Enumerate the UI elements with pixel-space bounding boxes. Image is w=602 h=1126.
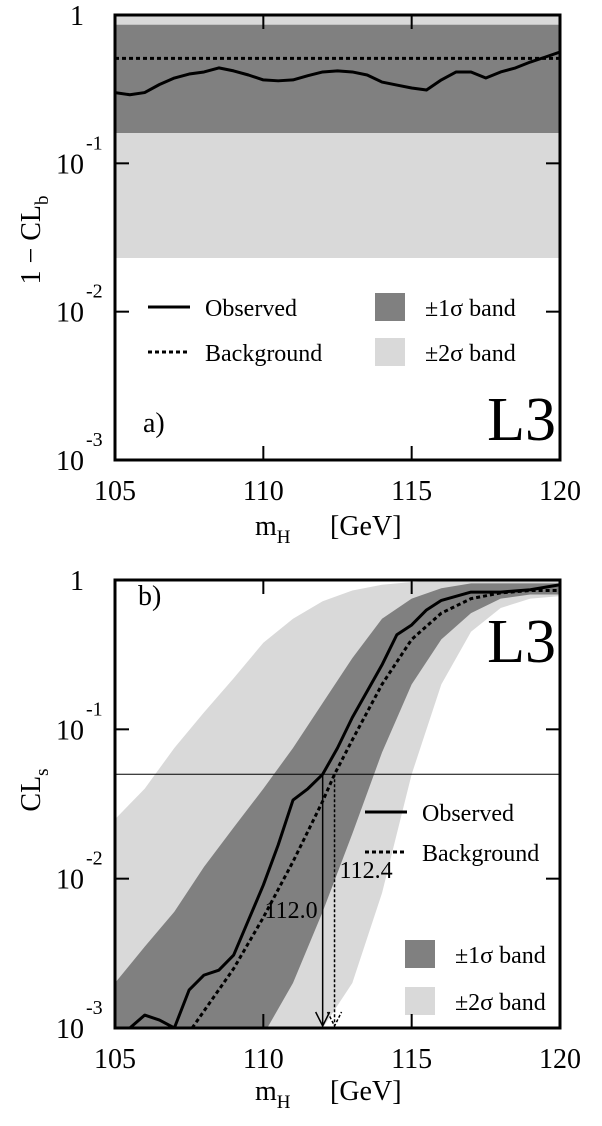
y-title-sub: s [32,768,53,775]
y-tick-label: 1 [70,1,84,32]
band [115,583,560,1028]
x-tick-label: 110 [243,1044,284,1075]
legend-label: ±2σ band [455,990,546,1016]
y-tick-exponent: -2 [86,281,103,303]
y-tick-label: 10 [56,1014,84,1045]
y-tick-label: 10 [56,715,84,746]
arrow-head [314,1011,331,1028]
plot-area [115,15,560,259]
x-tick-label: 115 [391,476,432,507]
x-axis-title: mH [GeV] [255,1076,402,1113]
x-title-symbol: m [255,1076,277,1107]
x-tick-label: 120 [539,476,581,507]
legend-swatch [375,338,405,366]
axes-frame [113,578,562,1030]
x-tick-label: 120 [539,1044,581,1075]
axes-frame [113,13,562,462]
legend-label: Observed [422,801,514,827]
legend-swatch [375,293,405,321]
y-tick-exponent: -3 [86,429,103,451]
y-tick-exponent: -2 [86,848,103,870]
band [115,24,560,134]
legend-label: ±2σ band [425,341,516,367]
experiment-label: L3 [487,608,556,676]
y-tick-label: 10 [56,298,84,329]
y-title-sub: b [32,195,53,205]
y-tick-label: 10 [56,446,84,477]
x-title-symbol: m [255,511,277,542]
x-title-sub: H [277,527,291,548]
y-title-main: CL [16,776,47,812]
line [115,50,560,97]
panel-label: a) [143,408,165,439]
plot-area [115,580,560,1028]
legend-label: ±1σ band [455,943,546,969]
x-title-unit: [GeV] [330,1076,402,1107]
y-axis-title: 1 − CLb [16,195,53,284]
legend-label: Background [422,841,539,867]
line [128,583,560,1028]
x-title-unit: [GeV] [330,511,402,542]
legend-label: Observed [205,296,297,322]
limit-label: 112.0 [265,898,318,924]
y-tick-exponent: -3 [86,997,103,1019]
y-title-main: 1 − CL [16,205,47,285]
x-title-sub: H [277,1092,291,1113]
y-tick-exponent: -1 [86,698,103,720]
legend-swatch [405,987,435,1015]
legend-label: Background [205,341,322,367]
experiment-label: L3 [487,386,556,454]
x-tick-label: 110 [243,476,284,507]
limit-label: 112.4 [340,858,393,884]
y-tick-label: 1 [70,566,84,597]
panel: ±2σ band±1σ bandObservedBackground110-11… [16,1,581,548]
line [190,589,560,1028]
x-tick-label: 105 [94,1044,136,1075]
panel-label: b) [138,581,161,612]
x-tick-label: 105 [94,476,136,507]
y-tick-exponent: -1 [86,132,103,154]
x-axis-title: mH [GeV] [255,511,402,548]
y-axis-title: CLs [16,768,53,811]
x-tick-label: 115 [391,1044,432,1075]
y-tick-label: 10 [56,865,84,896]
arrow-head [326,1011,343,1028]
legend-label: ±1σ band [425,296,516,322]
y-tick-label: 10 [56,149,84,180]
legend-swatch [405,940,435,968]
panel: ±2σ band ±1σ band Observed Background 112.0 1… [16,566,581,1113]
